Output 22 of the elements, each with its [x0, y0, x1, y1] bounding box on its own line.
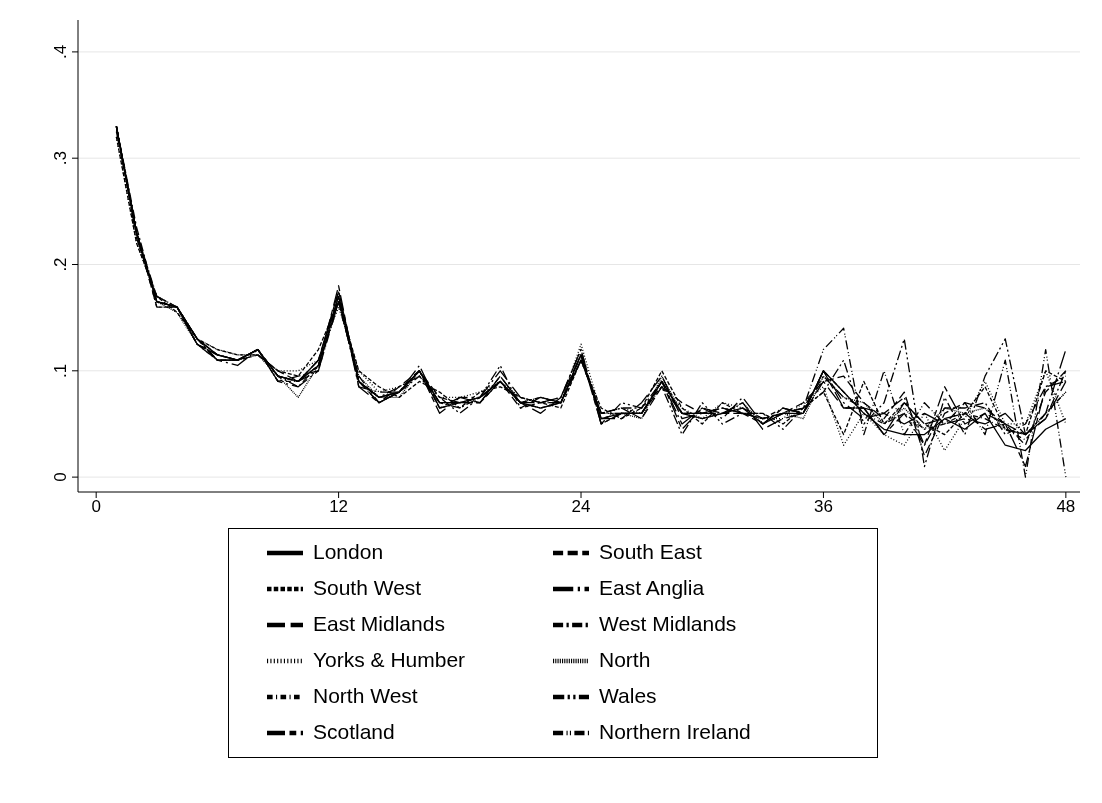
- legend-label: South West: [312, 575, 423, 600]
- legend-label: East Anglia: [598, 575, 706, 600]
- legend-label: Wales: [598, 683, 658, 708]
- y-tick-label: .4: [51, 44, 70, 59]
- y-tick-label: .1: [51, 363, 70, 378]
- legend-label: West Midlands: [598, 611, 738, 636]
- legend-label: Scotland: [312, 719, 396, 744]
- y-tick-label: .2: [51, 257, 70, 272]
- x-tick-label: 24: [571, 497, 591, 517]
- legend-label: North: [598, 647, 652, 672]
- legend-label: North West: [312, 683, 419, 708]
- x-tick-label: 36: [813, 497, 833, 517]
- legend-label: East Midlands: [312, 611, 446, 636]
- legend-label: Northern Ireland: [598, 719, 752, 744]
- x-tick-label: 12: [329, 497, 349, 517]
- y-tick-label: .3: [51, 151, 70, 166]
- x-tick-label: 48: [1056, 497, 1076, 517]
- y-tick-label: 0: [51, 472, 70, 482]
- x-tick-label: 0: [91, 497, 101, 517]
- legend-label: South East: [598, 539, 703, 564]
- legend-label: London: [312, 539, 385, 564]
- legend-label: Yorks & Humber: [312, 647, 467, 672]
